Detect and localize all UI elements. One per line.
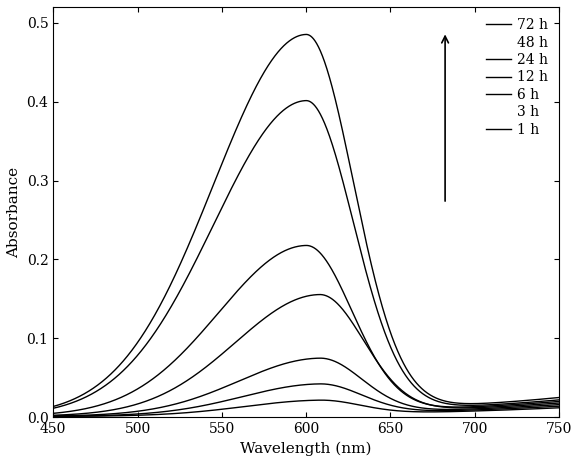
X-axis label: Wavelength (nm): Wavelength (nm) bbox=[240, 442, 372, 456]
Y-axis label: Absorbance: Absorbance bbox=[7, 167, 21, 257]
Legend: 72 h, 48 h, 24 h, 12 h, 6 h, 3 h, 1 h: 72 h, 48 h, 24 h, 12 h, 6 h, 3 h, 1 h bbox=[482, 14, 552, 141]
